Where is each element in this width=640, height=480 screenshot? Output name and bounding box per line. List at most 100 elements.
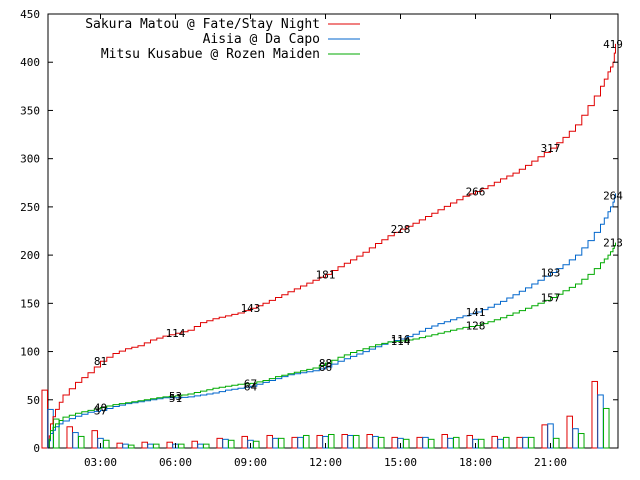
data-label: 53 [169,390,182,403]
plot-frame [47,13,619,449]
x-tick-label: 15:00 [384,456,417,469]
hourly-bar [572,428,579,449]
hourly-bar [566,415,573,449]
data-label: 157 [541,292,561,305]
data-label: 181 [316,268,336,281]
hourly-bar [341,433,348,449]
hourly-bar [441,433,448,449]
hourly-bar [453,436,460,449]
x-tick-label: 12:00 [309,456,342,469]
hourly-bar [122,443,129,449]
hourly-bar [78,435,85,449]
y-tick-label: 100 [20,346,40,359]
y-tick-label: 0 [33,442,40,455]
hourly-bar [303,434,310,449]
hourly-bar [497,438,504,449]
hourly-bar [153,443,160,449]
x-tick-label: 21:00 [534,456,567,469]
hourly-bar [316,434,323,449]
y-tick-label: 250 [20,201,40,214]
y-tick-label: 50 [27,394,40,407]
hourly-bar [272,437,279,449]
hourly-bar [422,436,429,449]
hourly-bar [353,434,360,449]
cumulative-lines [48,43,616,449]
data-label: 419 [603,38,623,51]
hourly-bar [53,418,60,449]
hourly-bar [178,443,185,449]
x-tick-label: 09:00 [234,456,267,469]
plot-border [47,13,619,449]
hourly-bar [347,434,354,449]
data-label: 228 [391,223,411,236]
data-label: 213 [603,237,623,250]
hourly-bar [72,432,79,449]
hourly-bar [366,433,373,449]
data-label: 143 [241,302,261,315]
hourly-bar [228,439,235,449]
y-tick-label: 450 [20,8,40,21]
hourly-bar [466,434,473,449]
data-label: 81 [94,355,107,368]
hourly-bar [603,407,610,449]
series-line [48,43,616,449]
hourly-bar [503,436,510,449]
data-label: 86 [319,361,332,374]
legend-label: Sakura Matou @ Fate/Stay Night [85,17,320,32]
hourly-bar [266,434,273,449]
hourly-bar [403,438,410,449]
hourly-bar [203,443,210,449]
hourly-bar [416,436,423,449]
hourly-bar [528,436,535,449]
y-tick-label: 300 [20,153,40,166]
x-tick-label: 06:00 [159,456,192,469]
legend-label: Mitsu Kusabue @ Rozen Maiden [101,47,320,62]
hourly-bar [516,436,523,449]
axis-ticks: 0 50 100 150 200 250 300 350 400 450 03:00 06:00 09:… [20,8,618,469]
data-label: 264 [603,189,623,202]
data-label: 266 [466,185,486,198]
legend-label: Aisia @ Da Capo [203,32,320,47]
hourly-bar [166,441,173,449]
series-line [48,242,616,449]
hourly-bar [291,436,298,449]
y-tick-label: 400 [20,56,40,69]
data-label: 64 [244,380,258,393]
hourly-bar [116,442,123,449]
y-tick-label: 150 [20,297,40,310]
hourly-bar [128,444,135,449]
hourly-bar [447,437,454,449]
x-tick-label: 03:00 [84,456,117,469]
series-line [48,193,616,449]
hourly-bar [197,443,204,449]
hourly-bar [553,437,560,449]
data-labels: 81 114 143 181 228 266 317 419 37 51 64 86 116 141 183… [94,38,623,417]
hourly-bar [428,438,435,449]
hourly-bar [491,435,498,449]
hourly-bar [522,436,529,449]
hourly-bar [378,436,385,449]
hourly-bar [297,436,304,449]
data-label: 114 [166,327,186,340]
hourly-bar [328,433,335,449]
hourly-bar [216,437,223,449]
hourly-bar [253,440,260,449]
hourly-bar [578,433,585,449]
data-label: 128 [466,320,486,333]
y-tick-label: 200 [20,249,40,262]
hourly-bar [66,426,73,449]
hourly-bar [597,394,604,449]
hourly-bar [541,424,548,449]
hourly-bar [478,438,485,449]
data-label: 141 [466,306,486,319]
hourly-bar [591,380,598,449]
hourly-bar [191,440,198,449]
hourly-bar [103,439,110,449]
hourly-bar [91,430,98,449]
hourly-bar [141,441,148,449]
data-label: 40 [94,401,107,414]
hourly-bar [391,436,398,449]
